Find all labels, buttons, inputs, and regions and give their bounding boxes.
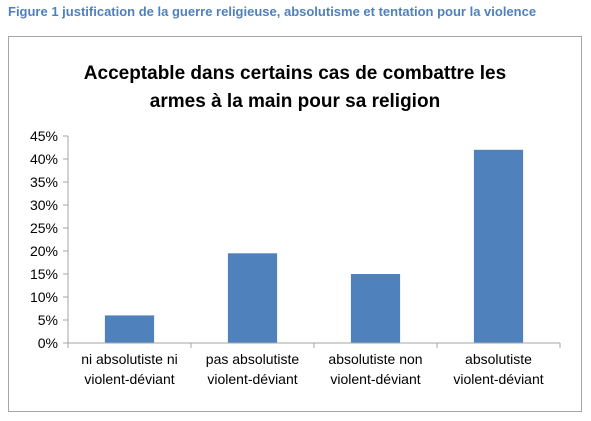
figure-caption: Figure 1 justification de la guerre reli…: [8, 4, 537, 19]
y-tick-label: 15%: [30, 266, 58, 282]
x-tick-label: violent-déviant: [207, 371, 297, 387]
y-tick-label: 40%: [30, 151, 58, 167]
x-tick-label: absolutiste non: [328, 351, 422, 367]
bar: [104, 315, 155, 343]
y-tick-label: 10%: [30, 289, 58, 305]
x-tick-label: pas absolutiste: [206, 351, 300, 367]
x-tick-label: violent-déviant: [453, 371, 543, 387]
y-tick-label: 0%: [38, 335, 58, 351]
chart-title-line-1: Acceptable dans certains cas de combattr…: [84, 63, 506, 84]
chart-title-line-2: armes à la main pour sa religion: [150, 91, 440, 112]
bar: [227, 253, 278, 343]
y-tick-label: 5%: [38, 312, 58, 328]
y-tick-label: 35%: [30, 174, 58, 190]
x-tick-label: ni absolutiste ni: [81, 351, 178, 367]
x-tick-label: violent-déviant: [330, 371, 420, 387]
y-axis: 0% 5% 10% 15% 20% 25% 30% 35% 40% 45%: [30, 128, 69, 351]
x-axis: ni absolutiste ni violent-déviant pas abso…: [67, 342, 561, 387]
y-tick-label: 30%: [30, 197, 58, 213]
bar: [473, 149, 524, 343]
bars: [104, 149, 524, 343]
x-tick-label: absolutiste: [465, 351, 532, 367]
y-tick-label: 20%: [30, 243, 58, 259]
y-tick-label: 45%: [30, 128, 58, 144]
y-tick-label: 25%: [30, 220, 58, 236]
x-tick-label: violent-déviant: [84, 371, 174, 387]
bar: [350, 274, 401, 343]
